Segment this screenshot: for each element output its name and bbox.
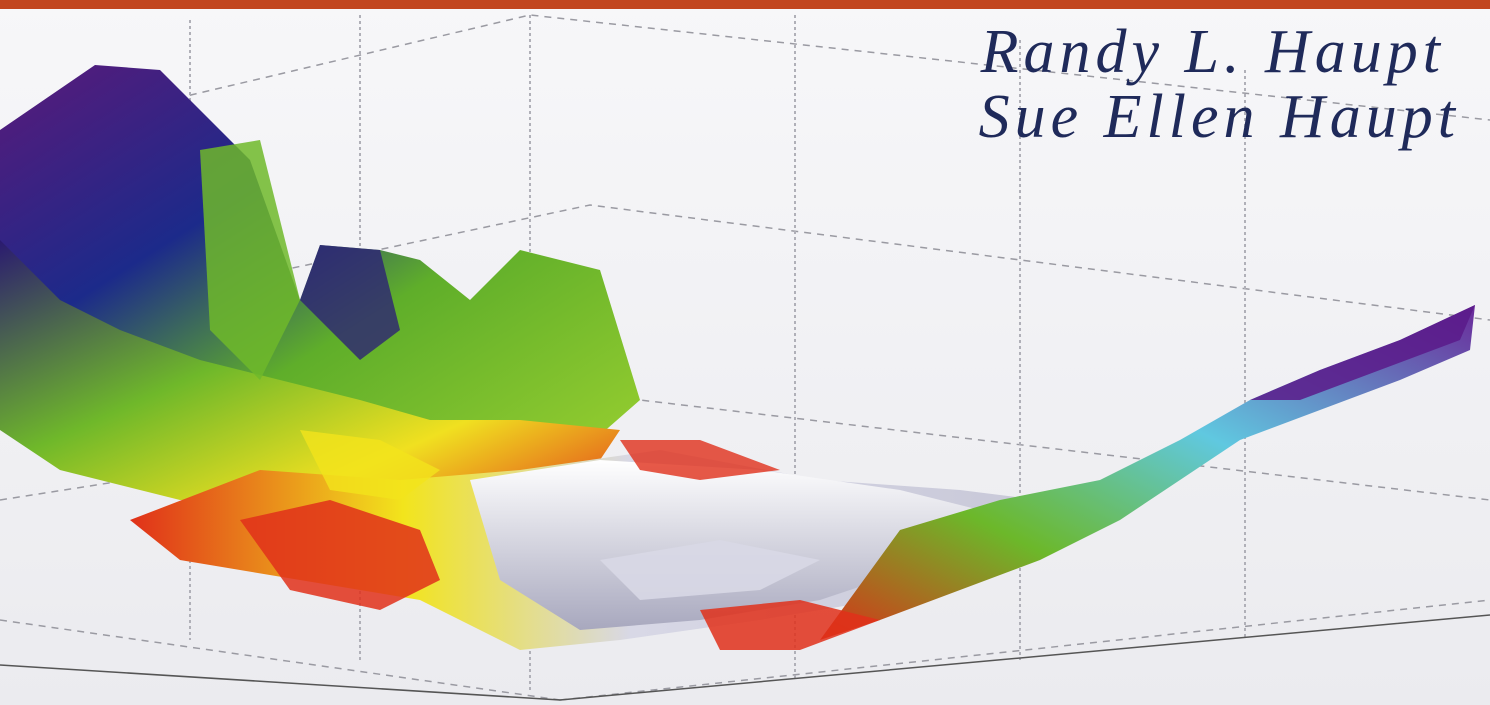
author-name: Sue Ellen Haupt <box>979 83 1460 151</box>
top-band <box>0 0 1490 9</box>
surface-plot <box>0 65 1475 650</box>
author-name: Randy L. Haupt <box>980 18 1445 86</box>
